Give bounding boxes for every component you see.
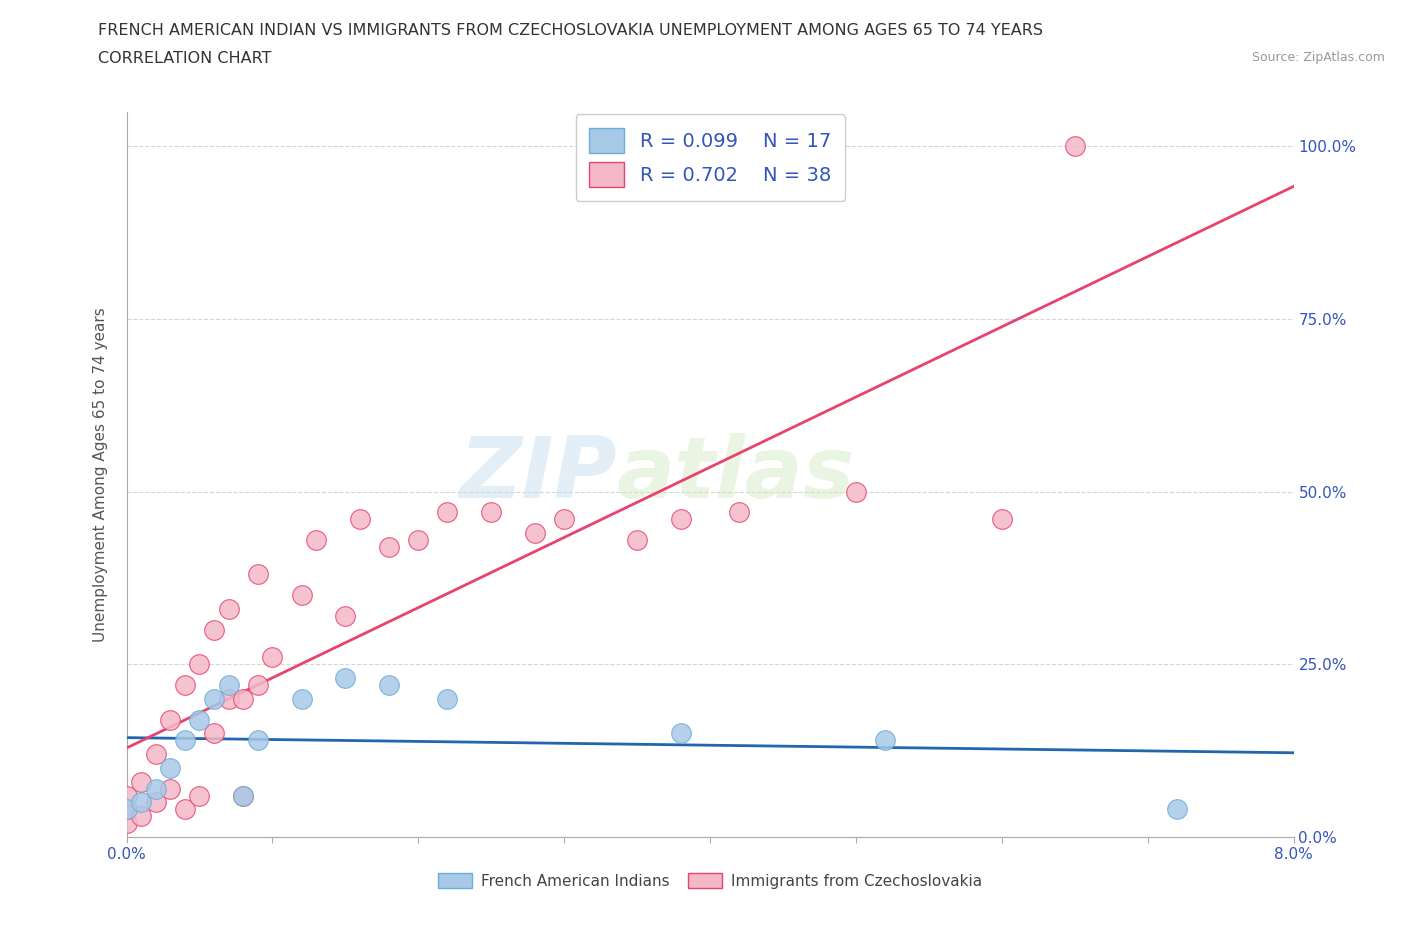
Point [335,608,357,623]
Point [159,712,181,727]
Point [290,588,312,603]
Point [115,816,138,830]
Point [436,505,458,520]
Point [845,485,868,499]
Point [188,657,211,671]
Text: Source: ZipAtlas.com: Source: ZipAtlas.com [1251,51,1385,64]
Text: ZIP: ZIP [458,432,617,516]
Point [218,691,240,706]
Legend: French American Indians, Immigrants from Czechoslovakia: French American Indians, Immigrants from… [432,867,988,895]
Text: FRENCH AMERICAN INDIAN VS IMMIGRANTS FROM CZECHOSLOVAKIA UNEMPLOYMENT AMONG AGES: FRENCH AMERICAN INDIAN VS IMMIGRANTS FRO… [98,23,1043,38]
Point [115,788,138,803]
Text: atlas: atlas [617,432,855,516]
Y-axis label: Unemployment Among Ages 65 to 74 years: Unemployment Among Ages 65 to 74 years [93,307,108,642]
Point [349,512,371,526]
Point [232,788,254,803]
Point [335,671,357,685]
Point [990,512,1012,526]
Point [115,802,138,817]
Point [174,733,197,748]
Point [159,781,181,796]
Point [378,539,401,554]
Point [188,788,211,803]
Point [262,650,284,665]
Point [129,775,152,790]
Point [218,602,240,617]
Point [1063,139,1085,153]
Point [305,533,328,548]
Point [174,802,197,817]
Point [145,781,167,796]
Point [523,525,546,540]
Point [202,691,225,706]
Point [378,678,401,693]
Point [202,726,225,741]
Point [290,691,312,706]
Point [174,678,197,693]
Point [669,726,692,741]
Point [232,788,254,803]
Point [728,505,751,520]
Point [408,533,430,548]
Point [202,622,225,637]
Point [436,691,458,706]
Point [145,795,167,810]
Point [218,678,240,693]
Text: CORRELATION CHART: CORRELATION CHART [98,51,271,66]
Point [246,678,269,693]
Point [553,512,575,526]
Point [129,809,152,824]
Point [188,712,211,727]
Point [626,533,648,548]
Point [873,733,897,748]
Point [145,747,167,762]
Point [129,795,152,810]
Point [669,512,692,526]
Point [232,691,254,706]
Point [246,733,269,748]
Point [479,505,502,520]
Point [159,761,181,776]
Point [115,802,138,817]
Point [246,567,269,582]
Point [1166,802,1188,817]
